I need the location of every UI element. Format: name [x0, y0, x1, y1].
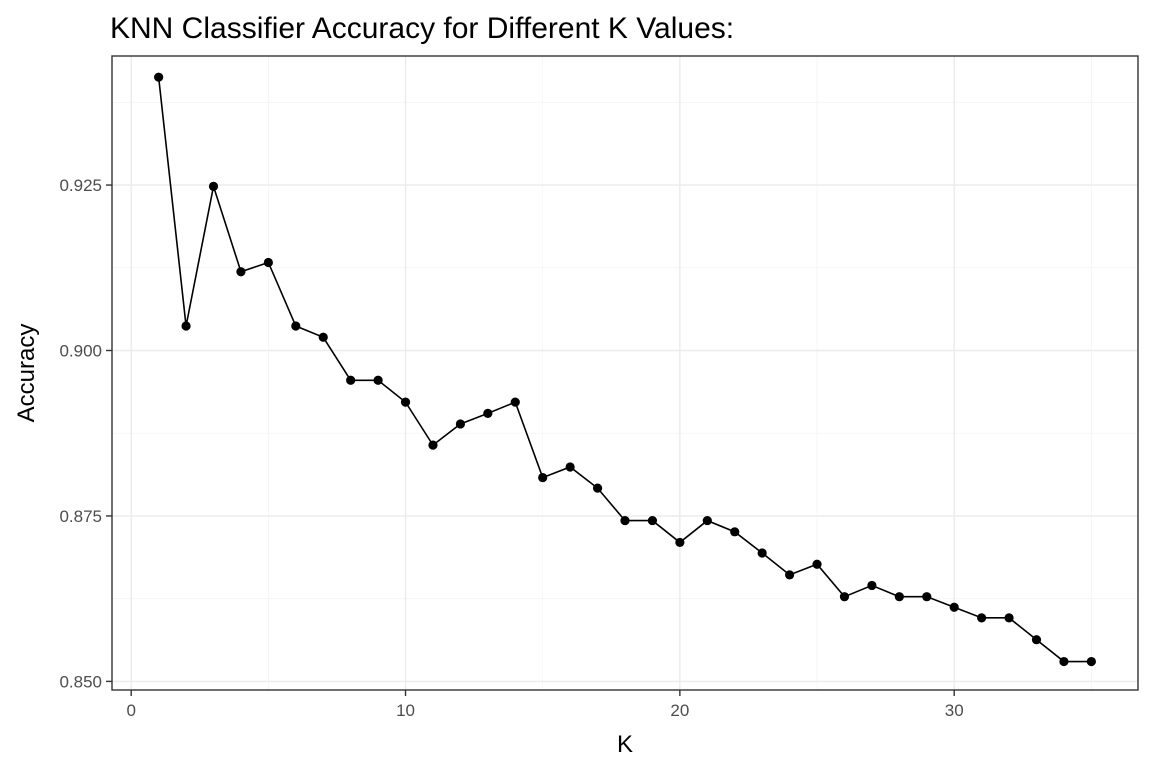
data-point — [565, 462, 575, 472]
y-tick-label: 0.925 — [59, 176, 102, 195]
data-point — [647, 515, 658, 526]
data-point — [455, 419, 466, 429]
data-point — [428, 440, 438, 450]
data-point — [510, 397, 520, 407]
data-point — [812, 559, 822, 569]
series-line — [157, 77, 1092, 663]
data-point — [949, 602, 959, 612]
data-point — [318, 332, 328, 342]
data-point — [346, 375, 356, 385]
axes: 0 10 20 30 0.850 0.875 0.900 0.925 — [59, 176, 963, 720]
data-point — [538, 472, 548, 483]
x-tick-label: 10 — [396, 701, 415, 720]
data-point — [592, 483, 603, 493]
data-point — [483, 408, 493, 418]
y-tick-label: 0.900 — [59, 341, 102, 360]
data-point — [1004, 613, 1014, 623]
data-point — [208, 181, 219, 191]
data-point — [181, 321, 191, 331]
x-axis-title: K — [617, 731, 633, 758]
data-point — [839, 592, 850, 602]
data-point — [236, 267, 246, 277]
data-point — [867, 580, 877, 591]
y-tick-label: 0.875 — [59, 507, 102, 526]
data-point — [784, 570, 795, 580]
chart-title: KNN Classifier Accuracy for Different K … — [110, 12, 734, 45]
data-point — [263, 257, 273, 268]
data-point — [620, 515, 630, 526]
x-tick-label: 30 — [945, 701, 964, 720]
data-point — [1059, 656, 1069, 667]
data-point — [373, 375, 383, 385]
data-point — [894, 592, 904, 602]
y-tick-label: 0.850 — [59, 672, 102, 691]
y-axis-title: Accuracy — [13, 324, 40, 423]
data-point — [757, 548, 767, 558]
data-point — [154, 72, 164, 82]
data-point — [702, 515, 712, 526]
data-point — [922, 592, 932, 602]
x-tick-label: 0 — [126, 701, 135, 720]
data-point — [400, 397, 411, 407]
grid — [112, 56, 1138, 690]
x-tick-label: 20 — [670, 701, 689, 720]
series — [157, 77, 1092, 663]
data-points — [154, 72, 1096, 667]
data-point — [675, 537, 685, 548]
data-point — [291, 321, 301, 331]
data-point — [1031, 635, 1042, 645]
data-point — [977, 613, 987, 623]
data-point — [730, 527, 740, 537]
data-point — [1086, 656, 1096, 667]
panel-border — [111, 55, 1139, 691]
